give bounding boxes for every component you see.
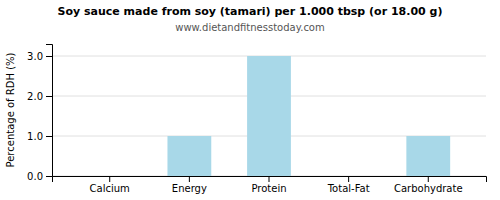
tick-label: 3.0 <box>27 51 43 62</box>
x-axis: Calcium Energy Protein Total-Fat Carbohydrat… <box>53 176 487 194</box>
tick-label: Carbohydrate <box>394 183 463 194</box>
tick: Energy <box>172 176 207 194</box>
plot: Calcium Energy Protein Total-Fat Carbohydrat… <box>27 45 486 195</box>
bars <box>167 56 450 176</box>
tick-mark <box>189 176 190 182</box>
tick: Protein <box>251 176 286 194</box>
bar <box>247 56 291 176</box>
tick-label: Total-Fat <box>327 183 370 194</box>
bar <box>406 136 450 176</box>
tick-label: 0.0 <box>27 171 43 182</box>
title: Soy sauce made from soy (tamari) per 1.0… <box>58 5 443 18</box>
tick-label: Protein <box>251 183 286 194</box>
tick: 3.0 <box>27 51 52 62</box>
tick: Total-Fat <box>327 176 370 194</box>
y-axis: 0.0 1.0 2.0 3.0 <box>27 45 52 182</box>
y-axis-title: Percentage of RDH (%) <box>5 52 16 167</box>
tick-label: 2.0 <box>27 91 43 102</box>
chart: Soy sauce made from soy (tamari) per 1.0… <box>0 0 500 200</box>
bar <box>167 136 211 176</box>
tick-mark <box>46 96 52 97</box>
tick-mark <box>348 176 349 182</box>
tick-mark <box>46 176 52 177</box>
bar <box>88 176 132 177</box>
tick-mark <box>428 176 429 182</box>
tick-label: Energy <box>172 183 207 194</box>
axis-line <box>46 45 53 177</box>
bar <box>327 176 371 177</box>
tick-mark <box>46 136 52 137</box>
tick-mark <box>109 176 110 182</box>
tick: 0.0 <box>27 171 52 182</box>
tick-label: Calcium <box>90 183 130 194</box>
tick: 1.0 <box>27 131 52 142</box>
tick: Carbohydrate <box>394 176 463 194</box>
tick: Calcium <box>90 176 130 194</box>
subtitle: www.dietandfitnesstoday.com <box>175 22 324 33</box>
tick-mark <box>269 176 270 182</box>
axis-line <box>53 177 487 183</box>
tick: 2.0 <box>27 91 52 102</box>
grid <box>52 56 486 176</box>
tick-mark <box>46 56 52 57</box>
tick-label: 1.0 <box>27 131 43 142</box>
